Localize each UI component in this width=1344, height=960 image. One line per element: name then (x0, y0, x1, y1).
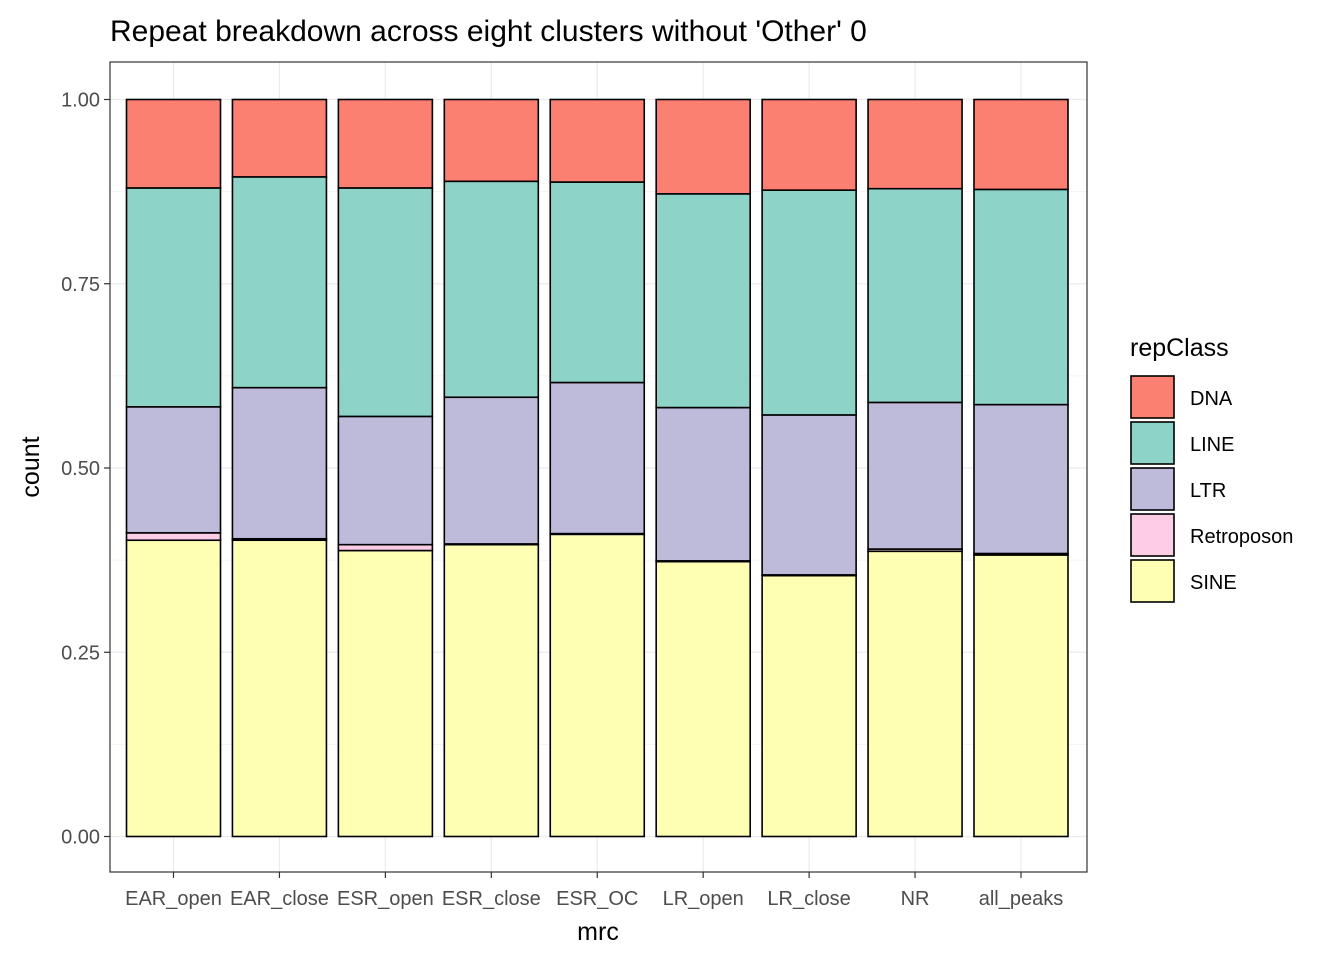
y-tick-label: 0.25 (61, 642, 100, 664)
bar-segment-sine-nr (867, 550, 963, 838)
bar-segment-dna-esr_open (337, 98, 434, 189)
bar-segment-line-ear_close (231, 176, 328, 389)
legend-title: repClass (1130, 334, 1229, 362)
bar-segment-sine-esr_close (443, 543, 540, 838)
bar-segment-ltr-lr_open (655, 406, 751, 562)
legend-key-dna (1130, 375, 1175, 419)
bar-segment-ltr-esr_close (443, 396, 540, 545)
legend-key-sine (1130, 559, 1175, 603)
bar-segment-ltr-ear_open (125, 406, 222, 534)
bar-segment-line-esr_oc (549, 181, 646, 384)
bar-segment-line-lr_open (655, 193, 751, 409)
plot-border (109, 61, 1088, 873)
x-tick-label: NR (901, 888, 930, 910)
bar-segment-dna-all_peaks (973, 98, 1069, 191)
bar-segment-dna-ear_close (231, 98, 328, 178)
bar-segment-retroposon-ear_open (125, 532, 222, 542)
y-tick-label: 0.75 (61, 274, 100, 296)
bar-segment-line-esr_close (443, 180, 540, 399)
bar-segment-sine-ear_open (125, 539, 222, 838)
y-tick-label: 1.00 (61, 90, 100, 112)
legend-label-retroposon: Retroposon (1190, 526, 1293, 548)
x-tick-label: all_peaks (979, 888, 1064, 910)
legend-key-ltr (1130, 467, 1175, 511)
bar-segment-dna-lr_close (761, 98, 857, 191)
bar-segment-sine-ear_close (231, 539, 328, 838)
bar-segment-ltr-ear_close (231, 386, 328, 540)
chart-title: Repeat breakdown across eight clusters w… (110, 15, 867, 48)
x-tick-label: ESR_open (337, 888, 434, 910)
x-tick-label: EAR_open (125, 888, 222, 910)
x-tick-label: ESR_OC (556, 888, 638, 910)
bar-segment-line-lr_close (761, 189, 857, 416)
legend-key-line (1130, 421, 1175, 465)
x-tick-label: LR_close (767, 888, 850, 910)
y-tick-label: 0.00 (61, 827, 100, 849)
legend-label-ltr: LTR (1190, 480, 1226, 502)
legend: repClass DNA LINE LTR Retroposon SINE (1130, 334, 1293, 603)
legend-label-sine: SINE (1190, 572, 1237, 594)
bar-segment-ltr-esr_open (337, 415, 434, 546)
bar-segment-sine-lr_open (655, 560, 751, 838)
bar-segment-sine-all_peaks (973, 554, 1069, 838)
bars (125, 98, 1069, 838)
bar-segment-line-nr (867, 187, 963, 404)
bar-segment-dna-ear_open (125, 98, 222, 189)
x-tick-label: LR_open (663, 888, 744, 910)
bar-segment-ltr-nr (867, 401, 963, 550)
bar-segment-dna-esr_oc (549, 98, 646, 183)
bar-segment-line-all_peaks (973, 188, 1069, 406)
y-axis: 0.00 0.25 0.50 0.75 1.00 (61, 90, 110, 849)
bar-segment-line-esr_open (337, 187, 434, 418)
bar-segment-sine-lr_close (761, 574, 857, 838)
bar-segment-line-ear_open (125, 187, 222, 408)
bar-segment-dna-lr_open (655, 98, 751, 195)
bar-segment-ltr-all_peaks (973, 403, 1069, 555)
x-axis-title: mrc (577, 918, 619, 946)
bar-segment-ltr-esr_oc (549, 381, 646, 535)
bar-segment-retroposon-esr_open (337, 543, 434, 552)
bar-segment-sine-esr_oc (549, 533, 646, 838)
bar-segment-dna-nr (867, 98, 963, 190)
bar-segment-sine-esr_open (337, 549, 434, 838)
y-tick-label: 0.50 (61, 458, 100, 480)
y-axis-title: count (17, 436, 45, 497)
bar-segment-ltr-lr_close (761, 414, 857, 576)
x-axis: EAR_open EAR_close ESR_open ESR_close ESR_OC… (125, 872, 1063, 910)
legend-label-dna: DNA (1190, 388, 1233, 410)
x-tick-label: ESR_close (442, 888, 541, 910)
x-tick-label: EAR_close (230, 888, 329, 910)
legend-label-line: LINE (1190, 434, 1234, 456)
bar-segment-dna-esr_close (443, 98, 540, 183)
legend-key-retroposon (1130, 513, 1175, 557)
